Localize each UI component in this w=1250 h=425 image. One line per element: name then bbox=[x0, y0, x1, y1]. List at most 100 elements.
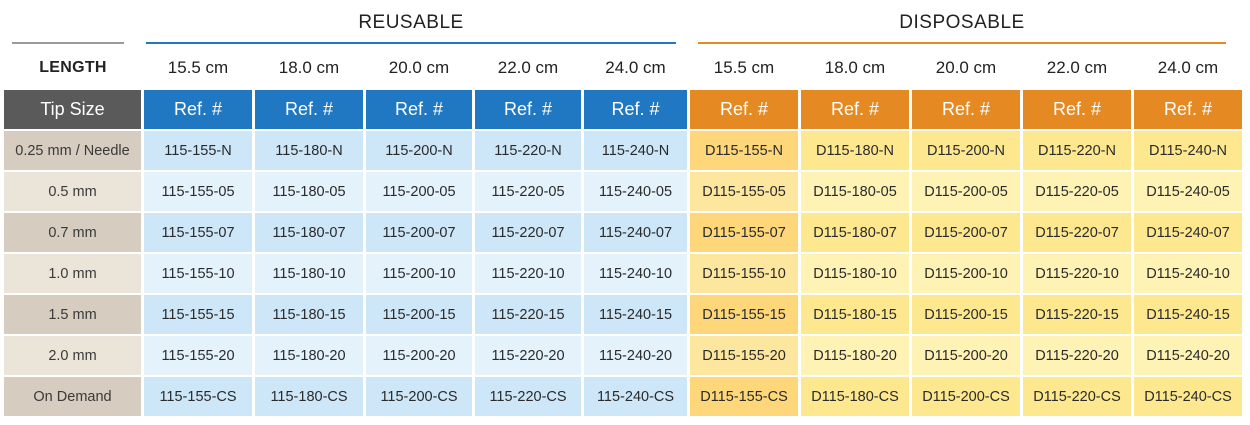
reusable-ref-cell: 115-155-CS bbox=[144, 377, 252, 416]
reusable-ref-cell: 115-240-20 bbox=[584, 336, 687, 375]
length-reusable-2: 20.0 cm bbox=[388, 58, 450, 77]
reusable-ref-cell: 115-200-20 bbox=[366, 336, 472, 375]
reusable-ref-header: Ref. # bbox=[475, 90, 581, 129]
length-reusable-4: 24.0 cm bbox=[605, 58, 666, 77]
disposable-ref-cell: D115-155-05 bbox=[690, 172, 798, 211]
reference-table: Tip Size Ref. # Ref. # Ref. # Ref. # Ref. # Re… bbox=[1, 88, 1245, 418]
reusable-ref-cell: 115-155-07 bbox=[144, 213, 252, 252]
length-rule bbox=[12, 42, 124, 44]
length-disposable-3: 22.0 cm bbox=[1046, 58, 1108, 77]
reusable-ref-cell: 115-220-N bbox=[475, 131, 581, 170]
reusable-rule bbox=[146, 42, 676, 44]
disposable-ref-cell: D115-180-15 bbox=[801, 295, 909, 334]
disposable-ref-cell: D115-240-07 bbox=[1134, 213, 1242, 252]
disposable-ref-cell: D115-200-20 bbox=[912, 336, 1020, 375]
reusable-ref-header: Ref. # bbox=[255, 90, 363, 129]
table-row: On Demand 115-155-CS 115-180-CS 115-200-CS 1… bbox=[4, 377, 1242, 416]
length-disposable-0: 15.5 cm bbox=[713, 58, 775, 77]
disposable-ref-cell: D115-180-N bbox=[801, 131, 909, 170]
disposable-ref-cell: D115-220-N bbox=[1023, 131, 1131, 170]
reusable-ref-cell: 115-240-05 bbox=[584, 172, 687, 211]
reusable-ref-cell: 115-180-N bbox=[255, 131, 363, 170]
reusable-ref-cell: 115-240-CS bbox=[584, 377, 687, 416]
length-reusable-3: 22.0 cm bbox=[497, 58, 559, 77]
table-row: 0.7 mm 115-155-07 115-180-07 115-200-07 115-… bbox=[4, 213, 1242, 252]
reusable-ref-header: Ref. # bbox=[366, 90, 472, 129]
disposable-ref-cell: D115-220-15 bbox=[1023, 295, 1131, 334]
tip-size-header: Tip Size bbox=[4, 90, 141, 129]
tip-size-cell: 1.5 mm bbox=[4, 295, 141, 334]
disposable-ref-cell: D115-200-10 bbox=[912, 254, 1020, 293]
disposable-ref-cell: D115-220-05 bbox=[1023, 172, 1131, 211]
disposable-ref-cell: D115-180-10 bbox=[801, 254, 909, 293]
reusable-ref-cell: 115-220-15 bbox=[475, 295, 581, 334]
table-row: 2.0 mm 115-155-20 115-180-20 115-200-20 115-… bbox=[4, 336, 1242, 375]
disposable-ref-cell: D115-180-20 bbox=[801, 336, 909, 375]
reusable-ref-cell: 115-200-10 bbox=[366, 254, 472, 293]
disposable-ref-cell: D115-240-10 bbox=[1134, 254, 1242, 293]
reusable-ref-cell: 115-200-CS bbox=[366, 377, 472, 416]
disposable-ref-header: Ref. # bbox=[1023, 90, 1131, 129]
disposable-ref-cell: D115-220-20 bbox=[1023, 336, 1131, 375]
reusable-ref-cell: 115-220-20 bbox=[475, 336, 581, 375]
reusable-ref-cell: 115-240-N bbox=[584, 131, 687, 170]
reusable-ref-cell: 115-180-05 bbox=[255, 172, 363, 211]
reusable-ref-cell: 115-200-N bbox=[366, 131, 472, 170]
reusable-ref-cell: 115-155-15 bbox=[144, 295, 252, 334]
tip-size-cell: 2.0 mm bbox=[4, 336, 141, 375]
tip-size-cell: 1.0 mm bbox=[4, 254, 141, 293]
length-disposable-1: 18.0 cm bbox=[824, 58, 886, 77]
reusable-ref-header: Ref. # bbox=[144, 90, 252, 129]
reusable-ref-cell: 115-155-N bbox=[144, 131, 252, 170]
table-row: 0.5 mm 115-155-05 115-180-05 115-200-05 115-… bbox=[4, 172, 1242, 211]
disposable-ref-cell: D115-240-CS bbox=[1134, 377, 1242, 416]
tip-size-cell: 0.7 mm bbox=[4, 213, 141, 252]
reusable-ref-cell: 115-155-20 bbox=[144, 336, 252, 375]
reusable-ref-cell: 115-240-10 bbox=[584, 254, 687, 293]
reusable-ref-cell: 115-180-CS bbox=[255, 377, 363, 416]
tip-size-cell: On Demand bbox=[4, 377, 141, 416]
reusable-ref-cell: 115-180-07 bbox=[255, 213, 363, 252]
disposable-ref-cell: D115-155-10 bbox=[690, 254, 798, 293]
reusable-ref-cell: 115-220-07 bbox=[475, 213, 581, 252]
reusable-ref-header: Ref. # bbox=[584, 90, 687, 129]
reusable-ref-cell: 115-220-05 bbox=[475, 172, 581, 211]
reusable-ref-cell: 115-220-CS bbox=[475, 377, 581, 416]
length-label: LENGTH bbox=[39, 59, 107, 76]
length-disposable-4: 24.0 cm bbox=[1157, 58, 1219, 77]
disposable-ref-cell: D115-220-10 bbox=[1023, 254, 1131, 293]
disposable-ref-cell: D115-180-07 bbox=[801, 213, 909, 252]
table-row: 1.0 mm 115-155-10 115-180-10 115-200-10 115-… bbox=[4, 254, 1242, 293]
reusable-ref-cell: 115-240-15 bbox=[584, 295, 687, 334]
disposable-ref-cell: D115-200-CS bbox=[912, 377, 1020, 416]
disposable-ref-cell: D115-155-20 bbox=[690, 336, 798, 375]
length-reusable-1: 18.0 cm bbox=[278, 58, 340, 77]
disposable-ref-cell: D115-180-05 bbox=[801, 172, 909, 211]
disposable-ref-header: Ref. # bbox=[1134, 90, 1242, 129]
reusable-ref-cell: 115-240-07 bbox=[584, 213, 687, 252]
disposable-ref-header: Ref. # bbox=[912, 90, 1020, 129]
disposable-ref-cell: D115-155-N bbox=[690, 131, 798, 170]
disposable-ref-cell: D115-240-20 bbox=[1134, 336, 1242, 375]
reusable-ref-cell: 115-155-05 bbox=[144, 172, 252, 211]
table-row: 0.25 mm / Needle 115-155-N 115-180-N 115-20… bbox=[4, 131, 1242, 170]
reusable-ref-cell: 115-155-10 bbox=[144, 254, 252, 293]
disposable-ref-cell: D115-240-15 bbox=[1134, 295, 1242, 334]
reusable-group-title: REUSABLE bbox=[358, 12, 464, 33]
reusable-ref-cell: 115-180-10 bbox=[255, 254, 363, 293]
length-disposable-2: 20.0 cm bbox=[935, 58, 997, 77]
reusable-ref-cell: 115-200-07 bbox=[366, 213, 472, 252]
reusable-ref-cell: 115-180-15 bbox=[255, 295, 363, 334]
disposable-rule bbox=[698, 42, 1226, 44]
disposable-ref-cell: D115-155-15 bbox=[690, 295, 798, 334]
reusable-ref-cell: 115-220-10 bbox=[475, 254, 581, 293]
disposable-ref-cell: D115-180-CS bbox=[801, 377, 909, 416]
tip-size-cell: 0.25 mm / Needle bbox=[4, 131, 141, 170]
reusable-ref-cell: 115-180-20 bbox=[255, 336, 363, 375]
table-header-row: Tip Size Ref. # Ref. # Ref. # Ref. # Ref. # Re… bbox=[4, 90, 1242, 129]
disposable-ref-cell: D115-200-15 bbox=[912, 295, 1020, 334]
disposable-ref-cell: D115-200-N bbox=[912, 131, 1020, 170]
reusable-ref-cell: 115-200-05 bbox=[366, 172, 472, 211]
disposable-ref-cell: D115-155-CS bbox=[690, 377, 798, 416]
disposable-ref-cell: D115-220-07 bbox=[1023, 213, 1131, 252]
